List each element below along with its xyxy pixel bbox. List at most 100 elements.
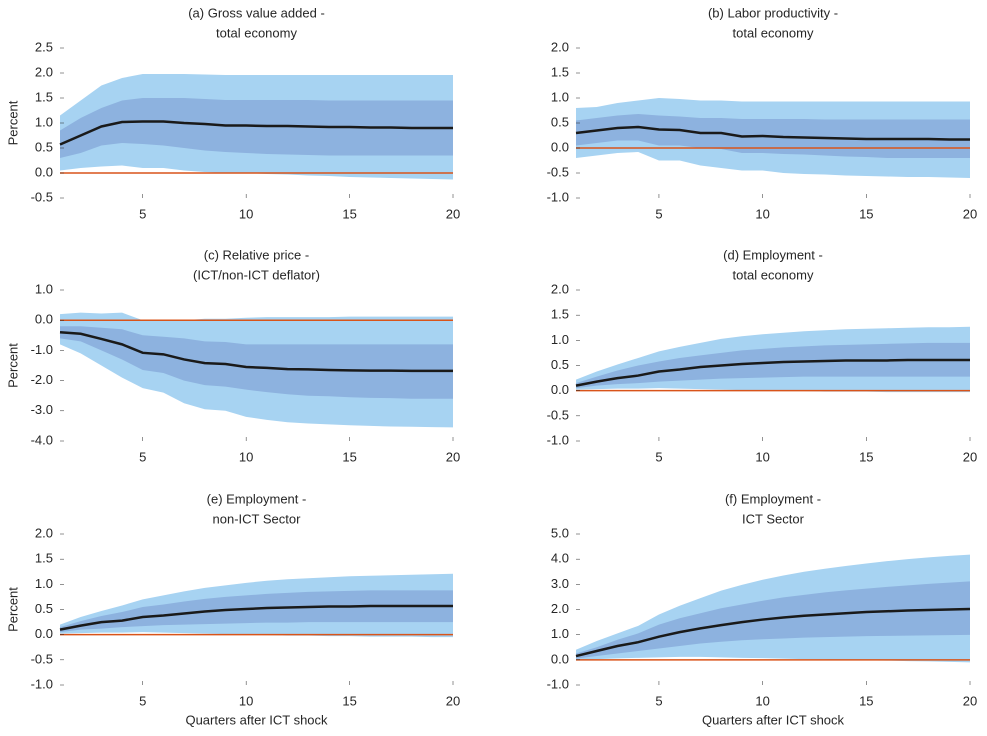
y-tick-label: -1.0 [547,432,569,447]
confidence-band [576,581,970,659]
y-tick-label: 1.0 [551,89,569,104]
y-tick-label: 4.0 [551,551,569,566]
y-tick-label: 1.5 [35,89,53,104]
x-tick-label: 10 [239,206,253,221]
x-tick-label: 20 [963,449,977,464]
y-tick-label: 1.0 [35,114,53,129]
median-line [575,358,970,387]
y-tick-label: -0.5 [31,651,53,666]
y-tick-label: 1.0 [551,626,569,641]
y-tick-label: -1.0 [31,342,53,357]
y-tick-label: -4.0 [31,432,53,447]
median-line [59,604,453,631]
y-tick-label: 2.0 [551,281,569,296]
y-tick-label: 2.5 [35,39,53,54]
panel-title: total economy [216,25,297,40]
y-tick-label: -3.0 [31,402,53,417]
y-tick-label: 1.5 [551,307,569,322]
y-tick-label: 0.5 [551,357,569,372]
x-axis-label: Quarters after ICT shock [702,712,845,727]
y-tick-label: 0.0 [551,651,569,666]
panel: (f) Employment - ICT Sector -1.0 0.0 1.0 2.0 3… [547,491,978,727]
y-tick-label: 0.0 [35,312,53,327]
x-tick-label: 20 [963,206,977,221]
y-tick-label: 0.0 [35,626,53,641]
x-tick-label: 5 [655,693,662,708]
y-tick-label: 0.5 [551,114,569,129]
x-tick-label: 10 [755,449,769,464]
x-tick-label: 15 [342,206,356,221]
panel-title: (b) Labor productivity - [708,5,838,20]
x-tick-label: 15 [859,206,873,221]
median-line [575,607,971,658]
y-tick-label: 0.0 [551,139,569,154]
y-tick-label: -0.5 [547,164,569,179]
x-tick-label: 5 [655,449,662,464]
x-tick-label: 5 [139,693,146,708]
x-tick-label: 5 [655,206,662,221]
y-tick-label: -1.0 [31,676,53,691]
confidence-band [60,590,453,633]
y-tick-label: 1.0 [551,332,569,347]
y-tick-label: 1.0 [35,576,53,591]
panel-title: (a) Gross value added - [188,5,325,20]
y-tick-label: 1.5 [551,64,569,79]
y-tick-label: 2.0 [35,64,53,79]
confidence-band [60,326,453,399]
x-axis-label: Quarters after ICT shock [185,712,328,727]
x-tick-label: 5 [139,206,146,221]
median-line [59,331,453,373]
x-tick-label: 20 [446,449,460,464]
y-tick-label: 2.0 [551,601,569,616]
confidence-band [60,98,453,158]
y-tick-label: 1.5 [35,551,53,566]
panel-title: (c) Relative price - [204,247,309,262]
y-tick-label: -0.5 [31,189,53,204]
y-tick-label: 1.0 [35,281,53,296]
y-tick-label: 3.0 [551,576,569,591]
panel: (b) Labor productivity - total economy -1.… [547,5,978,221]
y-tick-label: 0.5 [35,601,53,616]
panel-title: (d) Employment - [723,247,823,262]
panel: (a) Gross value added - total economy -0.5… [5,5,460,221]
y-axis-label: Percent [5,100,20,145]
y-axis-label: Percent [5,587,20,632]
y-tick-label: 5.0 [551,525,569,540]
y-tick-label: -2.0 [31,372,53,387]
confidence-band [576,342,970,389]
y-axis-label: Percent [5,343,20,388]
x-tick-label: 15 [859,449,873,464]
x-tick-label: 10 [239,693,253,708]
panel-title: total economy [733,267,814,282]
x-tick-label: 20 [446,206,460,221]
y-tick-label: 2.0 [35,525,53,540]
panel-title: (f) Employment - [725,491,821,506]
x-tick-label: 10 [755,206,769,221]
y-tick-label: -0.5 [547,407,569,422]
x-tick-label: 10 [239,449,253,464]
median-line [575,125,970,141]
panel-title: total economy [733,25,814,40]
panel-title: (ICT/non-ICT deflator) [193,267,320,282]
y-tick-label: -1.0 [547,189,569,204]
y-tick-label: -1.0 [547,676,569,691]
y-tick-label: 0.5 [35,139,53,154]
x-tick-label: 10 [755,693,769,708]
y-tick-label: 2.0 [551,39,569,54]
x-tick-label: 15 [859,693,873,708]
panel: (d) Employment - total economy -1.0 -0.5 0.0… [547,247,978,464]
median-line [59,120,453,146]
panel-title: ICT Sector [742,511,805,526]
y-tick-label: 0.0 [551,382,569,397]
x-tick-label: 20 [446,693,460,708]
panel-title: (e) Employment - [207,491,307,506]
panel: (e) Employment - non-ICT Sector -1.0 -0.5 0.… [5,491,460,727]
x-tick-label: 5 [139,449,146,464]
panel-title: non-ICT Sector [213,511,302,526]
y-tick-label: 0.0 [35,164,53,179]
x-tick-label: 20 [963,693,977,708]
x-tick-label: 15 [342,693,356,708]
panel: (c) Relative price - (ICT/non-ICT deflato… [5,247,460,464]
